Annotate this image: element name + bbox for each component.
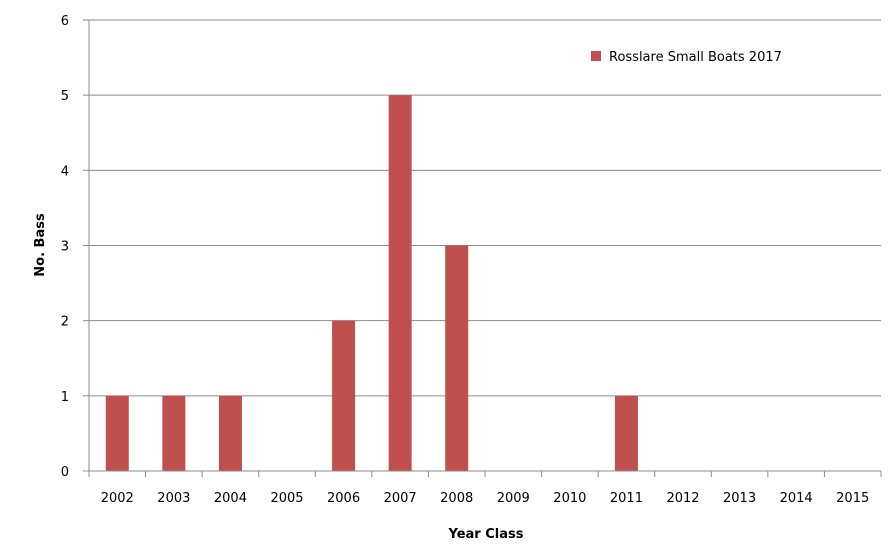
y-tick-label: 4 xyxy=(61,164,69,179)
legend-swatch xyxy=(591,51,601,61)
x-tick-label: 2007 xyxy=(384,491,417,506)
bar-2007 xyxy=(388,95,412,472)
legend-label: Rosslare Small Boats 2017 xyxy=(609,50,782,65)
y-axis-title: No. Bass xyxy=(33,213,48,277)
bar-2003 xyxy=(162,395,186,471)
x-tick-label: 2014 xyxy=(780,491,813,506)
y-tick-label: 0 xyxy=(61,465,69,480)
x-tick-label: 2015 xyxy=(836,491,869,506)
y-tick-label: 3 xyxy=(61,240,69,255)
x-tick-labels: 2002 2003 2004 2005 2006 2007 2008 2009 2010 2011… xyxy=(101,491,870,506)
legend: Rosslare Small Boats 2017 xyxy=(591,50,782,65)
gridlines xyxy=(83,19,881,472)
y-tick-labels: 0 1 2 3 4 5 6 xyxy=(61,14,69,480)
x-axis-title: Year Class xyxy=(448,527,524,542)
bar-2006 xyxy=(332,320,356,471)
x-tick-label: 2008 xyxy=(440,491,473,506)
x-tick-label: 2013 xyxy=(723,491,756,506)
x-tick-label: 2012 xyxy=(666,491,699,506)
x-tick-label: 2010 xyxy=(553,491,586,506)
x-tick-label: 2003 xyxy=(157,491,190,506)
x-tick-label: 2004 xyxy=(214,491,247,506)
bars xyxy=(105,95,638,472)
x-tick-label: 2011 xyxy=(610,491,643,506)
y-tick-label: 6 xyxy=(61,14,69,29)
x-tick-label: 2002 xyxy=(101,491,134,506)
bar-2008 xyxy=(445,245,469,471)
bar-2004 xyxy=(218,395,242,471)
y-tick-label: 1 xyxy=(61,390,69,405)
bar-2011 xyxy=(614,395,638,471)
x-tick-label: 2006 xyxy=(327,491,360,506)
y-tick-label: 2 xyxy=(61,315,69,330)
x-tick-label: 2005 xyxy=(270,491,303,506)
bar-2002 xyxy=(105,395,129,471)
axes xyxy=(88,20,882,477)
y-tick-label: 5 xyxy=(61,89,69,104)
x-tick-label: 2009 xyxy=(497,491,530,506)
